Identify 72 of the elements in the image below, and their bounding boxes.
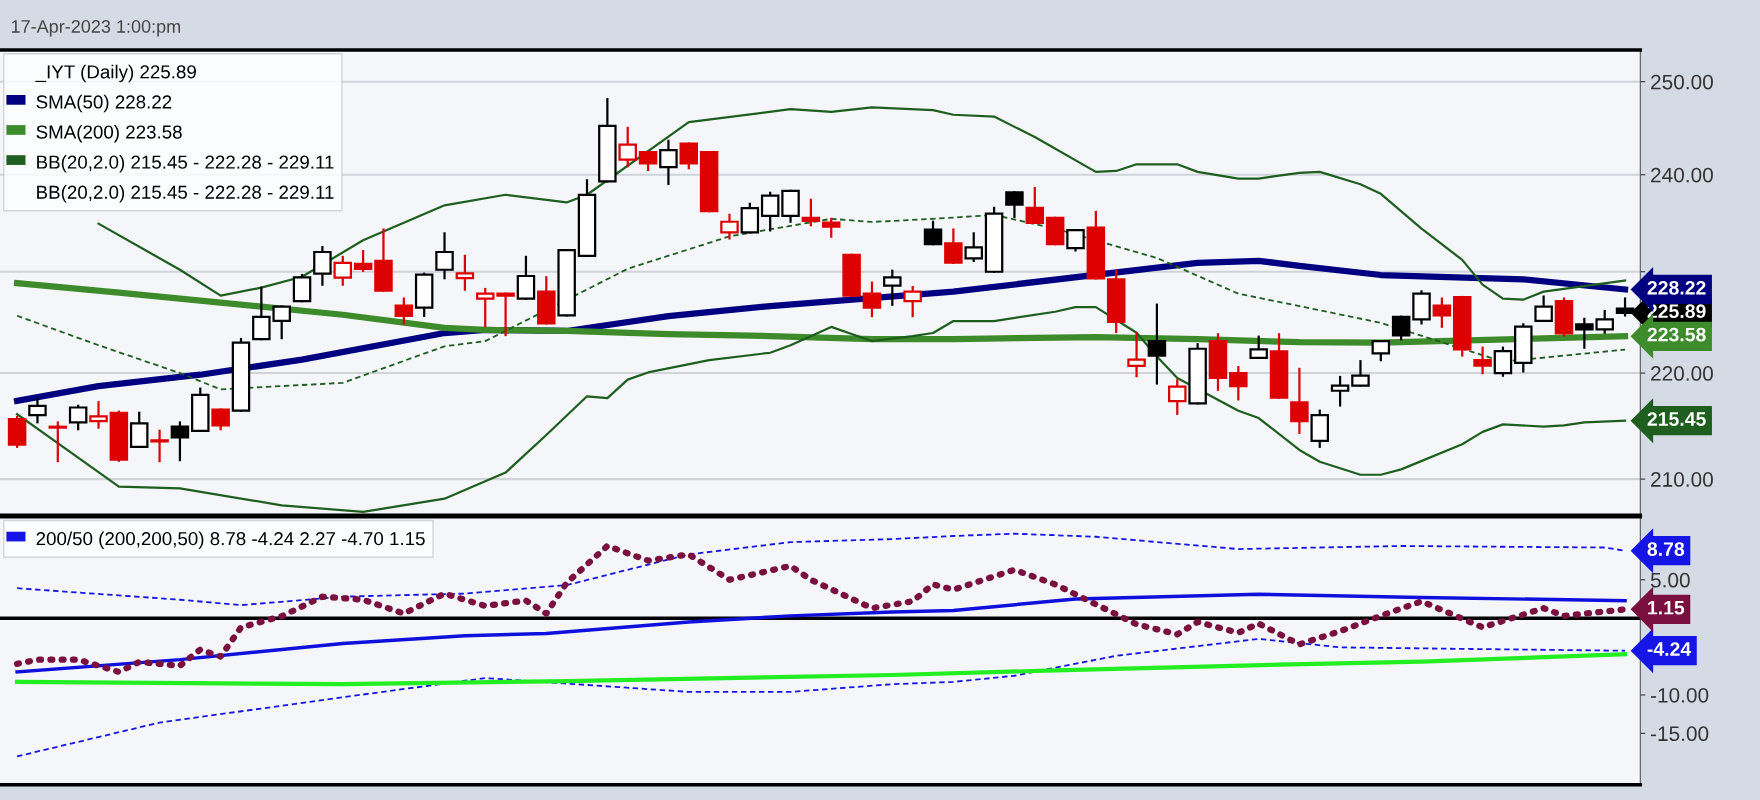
candlestick <box>883 269 902 306</box>
candlestick <box>353 249 373 272</box>
y-tick-label: 220.00 <box>1651 366 1713 381</box>
line-series <box>15 652 1628 687</box>
candlestick <box>944 228 963 264</box>
candlestick <box>1005 191 1024 219</box>
candlestick <box>720 213 739 240</box>
text: 17-Apr-2023 1:00:pm <box>11 20 180 37</box>
candlestick <box>862 281 882 318</box>
legend-label: SMA(200) 223.58 <box>36 124 182 143</box>
candlestick <box>1330 375 1350 407</box>
candlestick <box>1025 186 1045 225</box>
candlestick <box>1493 346 1513 377</box>
candlestick <box>28 398 47 424</box>
candlestick <box>1473 346 1492 375</box>
line-series <box>16 214 1626 391</box>
candlestick <box>1066 229 1085 252</box>
legend-label: BB(20,2.0) 215.45 - 222.28 - 229.11 <box>37 155 334 173</box>
candlestick <box>89 401 108 429</box>
candlestick <box>760 191 780 232</box>
candlestick <box>1147 303 1167 385</box>
data-label: 215.45 <box>1647 412 1706 426</box>
candlestick <box>903 285 922 318</box>
candlestick <box>659 139 678 185</box>
y-tick-label: 250.00 <box>1651 74 1713 90</box>
candlestick <box>516 255 536 300</box>
candlestick <box>801 198 821 227</box>
candlestick <box>1229 366 1248 401</box>
candlestick <box>475 287 495 328</box>
candlestick <box>150 429 169 463</box>
text: 225.89 <box>1647 304 1706 319</box>
candlestick <box>1432 297 1452 328</box>
candlestick <box>455 254 475 291</box>
candlestick <box>496 292 515 337</box>
candlestick <box>964 232 983 262</box>
y-tick-label: 240.00 <box>1651 167 1713 183</box>
candlestick <box>1290 367 1309 435</box>
legend-label: 200/50 (200,200,50) 8.78 -4.24 2.27 -4.70 1.15 <box>36 531 425 549</box>
y-tick-label: 210.00 <box>1651 472 1713 487</box>
candlestick <box>292 273 312 303</box>
data-label: 228.22 <box>1647 280 1706 295</box>
candlestick <box>48 421 68 463</box>
y-tick-label: 5.00 <box>1650 572 1690 588</box>
candlestick <box>170 421 190 462</box>
candlestick <box>68 404 88 431</box>
candlestick <box>679 142 699 170</box>
data-label: 1.15 <box>1648 600 1685 615</box>
y-tick-label: -15.00 <box>1650 726 1709 742</box>
candlestick <box>1534 295 1553 322</box>
annotation: BB(20,2.0) 215.45 - 222.28 - 229.11 <box>37 185 334 203</box>
candlestick <box>435 232 454 280</box>
candlestick <box>129 411 149 448</box>
candlestick <box>1127 331 1146 378</box>
line-series <box>15 592 1627 674</box>
data-label: 223.58 <box>1647 327 1706 342</box>
candlestick <box>923 220 943 246</box>
data-label: 8.78 <box>1647 542 1685 556</box>
line-series <box>16 532 1626 607</box>
line-series <box>16 637 1626 758</box>
line-series <box>15 305 1627 513</box>
candlestick <box>1249 335 1268 359</box>
candlestick <box>313 245 332 286</box>
candlestick <box>333 255 353 286</box>
candlestick <box>1371 340 1391 362</box>
annotation: _IYT (Daily) 225.89 <box>35 64 196 83</box>
candlestick <box>1391 315 1411 341</box>
legend-label: SMA(50) 228.22 <box>36 94 172 113</box>
candlestick <box>394 297 414 325</box>
data-label: -4.24 <box>1647 642 1692 656</box>
candlestick <box>1351 360 1370 387</box>
candlestick <box>211 408 230 431</box>
y-tick-label: -10.00 <box>1650 687 1709 703</box>
